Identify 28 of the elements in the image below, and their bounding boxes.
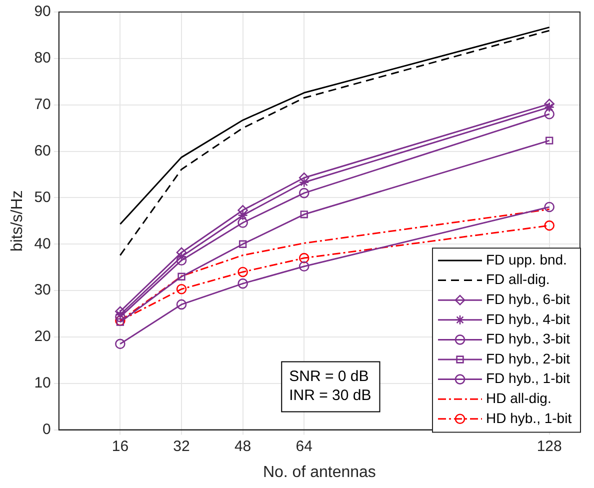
y-tick-label: 60 bbox=[34, 142, 51, 160]
y-tick-label: 0 bbox=[42, 420, 51, 438]
annotation: INR = 30 dB bbox=[289, 386, 372, 404]
x-tick-label: 32 bbox=[173, 438, 190, 455]
x-axis-title: No. of antennas bbox=[262, 464, 376, 481]
x-tick-label: 48 bbox=[234, 438, 252, 455]
legend-label: FD hyb., 6-bit bbox=[486, 290, 570, 307]
x-tick-label: 64 bbox=[296, 438, 312, 455]
y-tick-label: 70 bbox=[34, 96, 51, 113]
annotation: SNR = 0 dB bbox=[289, 368, 369, 385]
y-tick-label: 10 bbox=[34, 374, 51, 392]
y-tick-label: 20 bbox=[34, 328, 51, 346]
legend-label: FD upp. bnd. bbox=[486, 251, 567, 268]
legend-label: HD hyb., 1-bit bbox=[486, 410, 572, 426]
legend-label: FD hyb., 4-bit bbox=[486, 310, 570, 327]
y-tick-label: 90 bbox=[34, 3, 51, 20]
legend-label: FD hyb., 2-bit bbox=[486, 350, 570, 366]
legend-label: FD hyb., 1-bit bbox=[486, 370, 570, 386]
x-tick-label: 128 bbox=[536, 438, 562, 455]
x-tick-label: 16 bbox=[112, 438, 129, 455]
y-tick-label: 30 bbox=[34, 282, 51, 299]
legend-label: FD hyb., 3-bit bbox=[486, 330, 570, 347]
legend-label: HD all-dig. bbox=[486, 390, 552, 406]
legend-label: FD all-dig. bbox=[486, 271, 550, 288]
y-tick-label: 80 bbox=[34, 50, 51, 67]
y-tick-label: 40 bbox=[34, 235, 51, 252]
y-tick-label: 50 bbox=[34, 188, 51, 206]
y-axis-title: bits/s/Hz bbox=[9, 190, 26, 252]
